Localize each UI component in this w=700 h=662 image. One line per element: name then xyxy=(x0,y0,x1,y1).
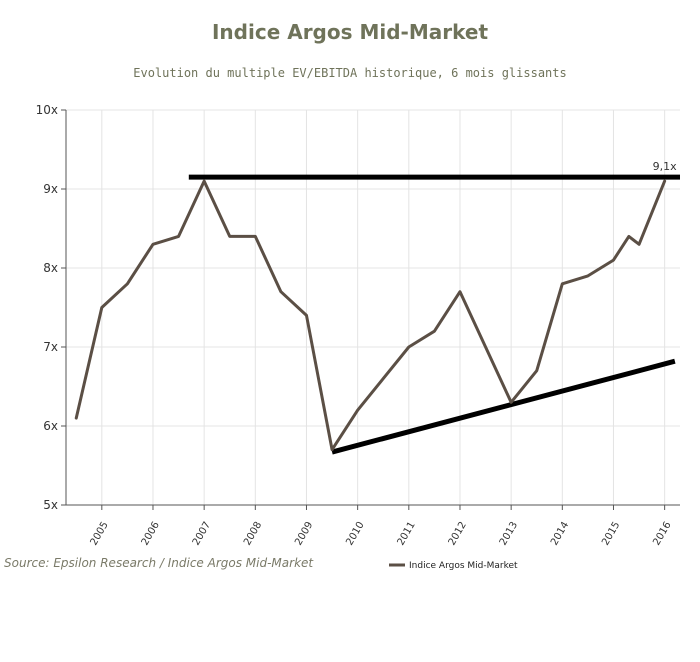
x-tick-label: 2009 xyxy=(293,520,315,548)
x-tick-label: 2015 xyxy=(600,520,622,548)
x-tick-label: 2006 xyxy=(140,520,162,548)
y-tick-label: 9x xyxy=(43,182,58,196)
y-tick-label: 8x xyxy=(43,261,58,275)
series-lines xyxy=(74,179,667,452)
y-tick-label: 7x xyxy=(43,340,58,354)
x-tick-label: 2008 xyxy=(242,520,264,548)
x-tick-label: 2011 xyxy=(396,520,418,548)
x-tick-labels: 2005 2006 2007 2008 2009 2010 2011 2012 2013 2014… xyxy=(89,520,674,548)
y-grid xyxy=(61,109,680,506)
x-tick-label: 2010 xyxy=(344,520,366,548)
x-tick-label: 2007 xyxy=(191,520,213,548)
x-tick-label: 2005 xyxy=(89,520,111,548)
annotations: 9,1x xyxy=(653,160,677,173)
chart-title: Indice Argos Mid-Market xyxy=(211,20,489,44)
data-label: 9,1x xyxy=(653,160,677,173)
y-tick-label: 5x xyxy=(43,498,58,512)
x-tick-label: 2012 xyxy=(447,520,469,548)
source-note: Source: Epsilon Research / Indice Argos … xyxy=(4,556,314,570)
legend-label: Indice Argos Mid-Market xyxy=(409,561,518,571)
x-grid xyxy=(101,110,666,510)
series-line xyxy=(74,179,667,452)
y-tick-label: 6x xyxy=(43,419,58,433)
y-tick-label: 10x xyxy=(36,103,58,117)
x-tick-label: 2013 xyxy=(498,520,520,548)
legend: Indice Argos Mid-Market xyxy=(389,561,518,571)
y-tick-labels: 5x 6x 7x 8x 9x 10x xyxy=(36,103,58,512)
trendlines xyxy=(188,174,680,455)
x-tick-label: 2014 xyxy=(549,520,571,548)
x-tick-label: 2016 xyxy=(651,520,673,548)
support-trendline xyxy=(331,358,676,455)
chart-subtitle: Evolution du multiple EV/EBITDA historiq… xyxy=(133,66,567,80)
